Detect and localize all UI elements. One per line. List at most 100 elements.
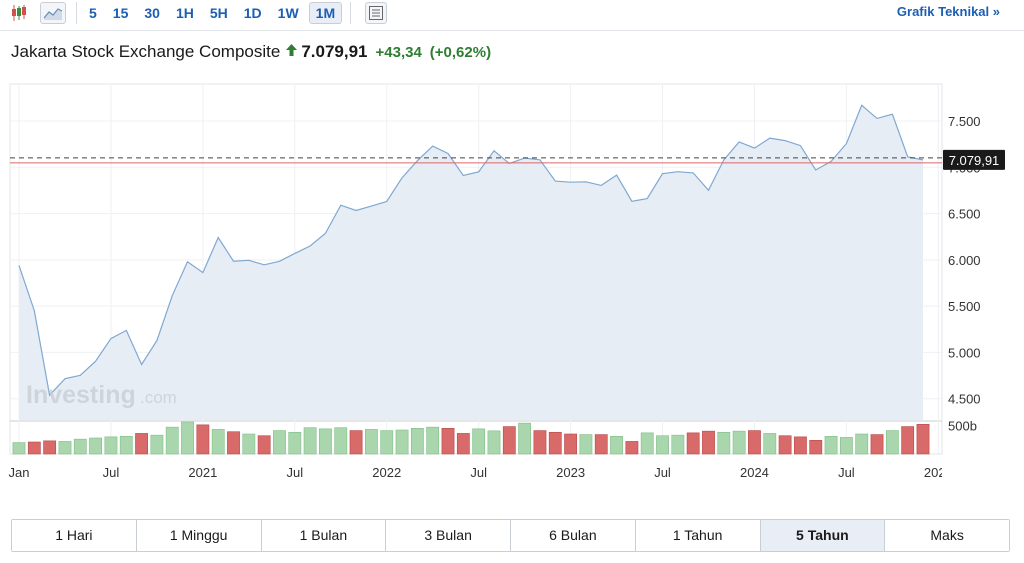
volume-bar xyxy=(150,434,164,455)
volume-bar xyxy=(594,434,608,455)
timeframe-15[interactable]: 15 xyxy=(112,5,129,21)
range-button-maks[interactable]: Maks xyxy=(885,520,1009,551)
volume-bar xyxy=(717,431,731,455)
timeframe-30[interactable]: 30 xyxy=(144,5,160,21)
volume-bar xyxy=(43,440,57,455)
price-line xyxy=(18,104,924,397)
volume-bar xyxy=(27,441,41,455)
toolbar-bottom-border xyxy=(0,30,1024,31)
volume-bar xyxy=(502,426,516,455)
volume-bar xyxy=(625,441,639,455)
watermark-brand: Investing xyxy=(26,381,136,409)
volume-bar xyxy=(610,435,623,455)
volume-bar xyxy=(288,431,302,455)
volume-bar xyxy=(349,430,363,455)
chart-toolbar: 5 15 30 1H 5H 1D 1W 1M Grafik Teknikal » xyxy=(0,0,1024,26)
volume-bar xyxy=(257,435,271,455)
current-price-label: 7.079,91 xyxy=(949,153,1000,168)
volume-bar xyxy=(487,430,501,455)
timeframe-1d[interactable]: 1D xyxy=(243,5,262,21)
volume-bar xyxy=(365,429,378,455)
y-tick-label: 4.500 xyxy=(948,392,981,407)
volume-bar xyxy=(211,429,225,455)
volume-bar xyxy=(656,435,669,455)
volume-bar xyxy=(380,430,394,455)
volume-bar xyxy=(410,427,424,455)
volume-bar xyxy=(472,428,486,455)
price-chart[interactable]: Investing .com 7.5007.0006.5006.0005.500… xyxy=(0,72,1024,492)
range-button-1-bulan[interactable]: 1 Bulan xyxy=(261,520,387,551)
y-tick-label: 5.500 xyxy=(948,299,981,314)
timeframe-5h[interactable]: 5H xyxy=(209,5,228,21)
candlestick-chart-icon[interactable] xyxy=(8,2,30,24)
volume-bar xyxy=(73,438,87,455)
volume-bar xyxy=(456,433,470,455)
indicators-panel-icon[interactable] xyxy=(365,2,388,24)
y-tick-label: 5.000 xyxy=(948,345,981,360)
toolbar-divider xyxy=(76,2,77,24)
x-tick-label: Jan xyxy=(9,465,30,480)
x-tick-label: Jul xyxy=(286,465,303,480)
volume-bar xyxy=(640,432,654,455)
technical-chart-link[interactable]: Grafik Teknikal » xyxy=(896,4,1000,19)
volume-bar xyxy=(135,433,148,455)
x-tick-label: Jul xyxy=(470,465,487,480)
volume-bar xyxy=(441,427,455,455)
instrument-name: Jakarta Stock Exchange Composite xyxy=(11,42,281,61)
volume-bar xyxy=(901,426,915,455)
volume-bar xyxy=(671,434,685,455)
volume-bar xyxy=(579,434,593,455)
timeframe-5[interactable]: 5 xyxy=(89,5,97,21)
volume-bar xyxy=(794,436,807,455)
x-tick-label: 2023 xyxy=(556,465,585,480)
volume-bar xyxy=(12,442,26,455)
volume-bar xyxy=(763,433,777,455)
volume-bar xyxy=(885,430,899,455)
volume-bar xyxy=(58,441,72,455)
range-button-1-minggu[interactable]: 1 Minggu xyxy=(136,520,262,551)
volume-bar xyxy=(89,437,103,455)
volume-tick-label: 500b xyxy=(948,418,977,433)
current-price-tag xyxy=(943,149,1005,170)
volume-bar xyxy=(104,436,118,455)
range-button-5-tahun[interactable]: 5 Tahun xyxy=(760,520,886,551)
volume-bar xyxy=(518,422,532,455)
range-button-3-bulan[interactable]: 3 Bulan xyxy=(386,520,511,551)
instrument-header: Jakarta Stock Exchange Composite 7.079,9… xyxy=(11,42,491,62)
volume-bar xyxy=(533,430,547,455)
area-chart-icon[interactable] xyxy=(40,2,66,24)
volume-bar xyxy=(303,427,317,455)
volume-bar xyxy=(548,431,562,455)
axis-mask xyxy=(942,467,1024,487)
last-price: 7.079,91 xyxy=(301,42,368,61)
volume-bar xyxy=(732,430,746,455)
volume-bar xyxy=(870,434,884,455)
range-button-1-tahun[interactable]: 1 Tahun xyxy=(635,520,761,551)
volume-bar xyxy=(181,421,194,455)
current-price-marker: 7.079,91 xyxy=(10,149,1005,170)
y-tick-label: 6.000 xyxy=(948,253,981,268)
timeframe-group: 5 15 30 1H 5H 1D 1W 1M xyxy=(83,2,343,24)
timeframe-1h[interactable]: 1H xyxy=(175,5,194,21)
price-area xyxy=(18,104,924,421)
volume-bar xyxy=(702,430,715,455)
volume-bar xyxy=(227,431,240,455)
investing-watermark: Investing .com xyxy=(26,381,177,409)
range-button-6-bulan[interactable]: 6 Bulan xyxy=(511,520,636,551)
volume-bar xyxy=(334,427,348,455)
toolbar-divider xyxy=(350,2,352,24)
timeframe-1m[interactable]: 1M xyxy=(308,2,343,24)
price-change-percent: (+0,62%) xyxy=(429,43,492,61)
y-tick-label: 7.500 xyxy=(948,114,981,129)
range-button-1-hari[interactable]: 1 Hari xyxy=(12,520,137,551)
volume-bar xyxy=(809,439,823,455)
volume-bar xyxy=(778,435,792,455)
x-tick-label: Jul xyxy=(654,465,671,480)
timeframe-1w[interactable]: 1W xyxy=(277,5,299,21)
x-tick-label: Jul xyxy=(103,465,120,480)
volume-bar xyxy=(564,433,577,455)
volume-bar xyxy=(196,424,210,455)
x-tick-label: 2021 xyxy=(188,465,217,480)
x-tick-label: 2024 xyxy=(740,465,769,480)
price-area-fill xyxy=(19,105,923,421)
